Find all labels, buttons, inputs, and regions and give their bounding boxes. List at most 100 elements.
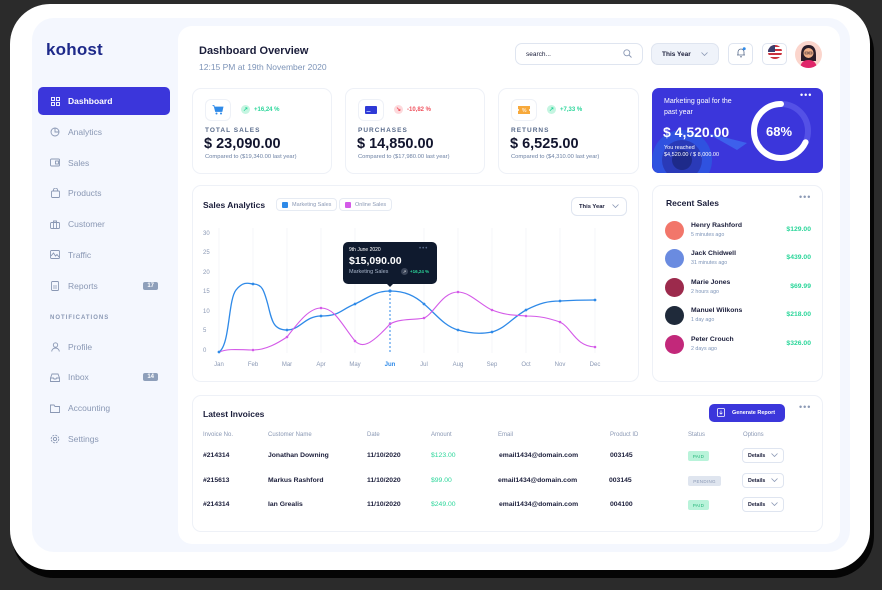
stat-label: TOTAL SALES [205, 127, 261, 134]
column-header: Amount [431, 432, 452, 438]
sidebar-item-label: Sales [68, 157, 90, 168]
svg-text:%: % [522, 108, 527, 114]
period-select[interactable]: This Year [651, 43, 719, 65]
us-flag-icon [767, 44, 782, 64]
sidebar-item-label: Accounting [68, 403, 111, 414]
y-tick: 30 [203, 231, 210, 237]
sidebar-item-label: Inbox [68, 372, 89, 383]
logo[interactable]: kohost [46, 40, 103, 59]
customer-avatar [665, 335, 684, 354]
goal-percent: 68% [766, 124, 793, 139]
tooltip-change: +16,24 % [410, 269, 430, 274]
cart-icon [205, 99, 231, 121]
grid-icon [50, 96, 60, 106]
goal-progress-ring [751, 101, 811, 161]
y-tick: 5 [203, 328, 207, 334]
sidebar-item-dashboard[interactable]: Dashboard [38, 87, 170, 115]
more-options-icon[interactable]: ••• [419, 246, 429, 252]
bell-icon [736, 45, 746, 63]
arrow-up-right-icon: ↗ [401, 268, 408, 275]
ticket-icon: % [511, 99, 537, 121]
sidebar-item-label: Settings [68, 433, 99, 444]
tooltip-pointer [386, 283, 394, 287]
column-header: Product ID [610, 432, 639, 438]
sidebar-item-inbox[interactable]: Inbox 14 [38, 363, 170, 391]
chevron-down-icon [771, 452, 778, 459]
search-placeholder: search... [526, 50, 551, 58]
sidebar-item-label: Traffic [68, 249, 92, 260]
sidebar-item-settings[interactable]: Settings [38, 425, 170, 453]
details-dropdown[interactable]: Details [742, 448, 784, 463]
sidebar-item-reports[interactable]: Reports 17 [38, 272, 170, 300]
y-tick: 0 [203, 348, 207, 354]
goal-title: Marketing goal for the past year [664, 98, 732, 116]
sidebar-item-profile[interactable]: Profile [38, 333, 170, 361]
inbox-icon [50, 372, 60, 382]
more-options-icon[interactable]: ••• [799, 192, 812, 202]
credit-card-icon [358, 99, 384, 121]
search-icon [623, 48, 632, 60]
notifications-button[interactable] [728, 43, 753, 65]
document-icon [50, 280, 60, 291]
x-tick: Sep [486, 362, 498, 368]
legend-swatch [345, 201, 351, 208]
customer-avatar [665, 278, 684, 297]
x-tick: May [349, 362, 361, 368]
arrow-up-right-icon: ↗ [241, 105, 250, 114]
x-tick: Jul [420, 362, 428, 368]
recent-sale-item[interactable]: Marie Jones 2 hours ago $69.99 [665, 277, 811, 299]
reports-count-badge: 17 [143, 281, 158, 290]
customer-avatar [665, 221, 684, 240]
goal-reached-value: $4,520.00 / $ 8,000.00 [664, 152, 720, 158]
sidebar-item-label: Products [68, 188, 102, 199]
more-options-icon[interactable]: ••• [800, 90, 813, 100]
y-tick: 10 [203, 309, 210, 315]
recent-sale-item[interactable]: Henry Rashford 5 minutes ago $129.00 [665, 220, 811, 242]
details-dropdown[interactable]: Details [742, 473, 784, 488]
more-options-icon[interactable]: ••• [799, 402, 812, 412]
stat-value: $ 14,850.00 [357, 136, 434, 152]
sidebar-item-label: Customer [68, 219, 105, 230]
chevron-down-icon [612, 203, 619, 210]
stat-value: $ 6,525.00 [510, 136, 579, 152]
user-avatar[interactable] [795, 41, 822, 68]
sidebar-item-products[interactable]: Products [38, 179, 170, 207]
folder-icon [50, 403, 60, 413]
chart-period-select[interactable]: This Year [571, 197, 627, 216]
image-chart-icon [50, 250, 60, 260]
recent-sale-item[interactable]: Manuel Wilkons 1 day ago $218.00 [665, 305, 811, 327]
sidebar-item-accounting[interactable]: Accounting [38, 394, 170, 422]
search-input[interactable]: search... [515, 43, 643, 65]
x-tick: Mar [281, 362, 293, 368]
sidebar-nav: Dashboard Analytics Sales Products Custo… [38, 87, 170, 456]
user-icon [50, 341, 60, 352]
recent-sales-title: Recent Sales [666, 198, 719, 208]
sidebar-item-analytics[interactable]: Analytics [38, 118, 170, 146]
recent-sale-item[interactable]: Peter Crouch 2 days ago $326.00 [665, 334, 811, 356]
marketing-goal-card: Marketing goal for the past year $ 4,520… [652, 88, 823, 173]
status-badge: PAID [688, 451, 709, 461]
recent-sale-item[interactable]: Jack Chidwell 31 minutes ago $439.00 [665, 248, 811, 270]
legend-online-sales[interactable]: Online Sales [339, 198, 393, 211]
details-dropdown[interactable]: Details [742, 497, 784, 512]
generate-report-button[interactable]: Generate Report [709, 404, 785, 422]
sidebar-item-traffic[interactable]: Traffic [38, 241, 170, 269]
chevron-down-icon [771, 501, 778, 508]
shopping-bag-icon [50, 188, 60, 199]
sidebar-item-customer[interactable]: Customer [38, 210, 170, 238]
x-tick: Feb [247, 362, 259, 368]
target-illustration [652, 130, 747, 173]
chevron-down-icon [771, 477, 778, 484]
column-header: Date [367, 432, 380, 438]
legend-marketing-sales[interactable]: Marketing Sales [276, 198, 338, 211]
customer-avatar [665, 306, 684, 325]
notifications-section-label: NOTIFICATIONS [50, 314, 110, 321]
sidebar-item-sales[interactable]: Sales [38, 149, 170, 177]
column-header: Customer Name [268, 432, 312, 438]
language-button[interactable] [762, 43, 787, 65]
arrow-up-right-icon: ↗ [547, 105, 556, 114]
stat-compare: Compared to ($17,980.00 last year) [358, 154, 450, 160]
goal-reached-label: You reached [664, 145, 695, 151]
sidebar-item-label: Analytics [68, 126, 103, 137]
